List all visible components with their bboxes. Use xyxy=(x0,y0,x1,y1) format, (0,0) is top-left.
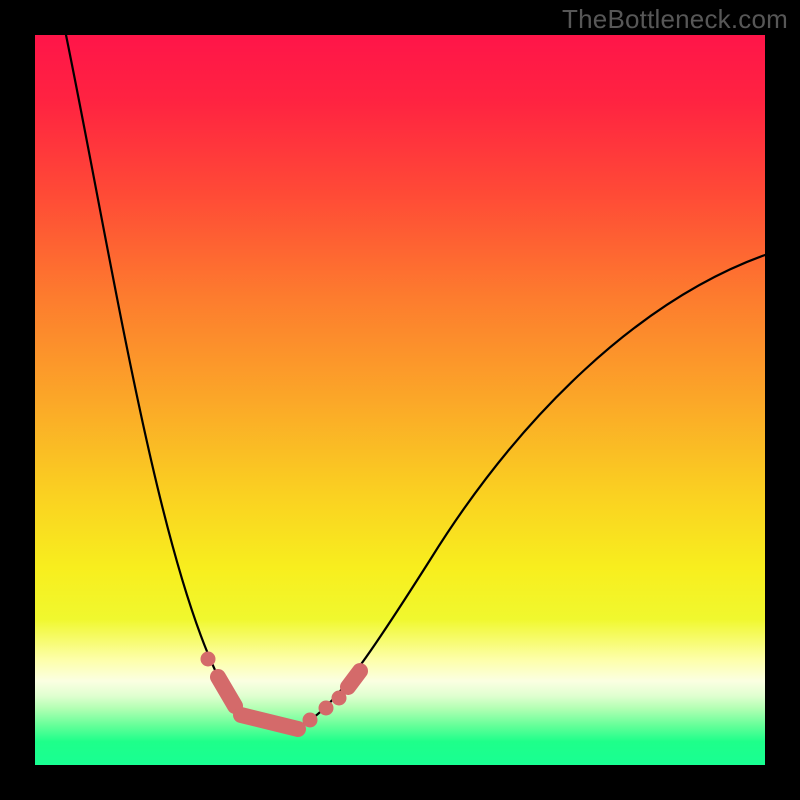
marker-dot-4 xyxy=(319,701,334,716)
plot-area xyxy=(35,35,765,765)
watermark-text: TheBottleneck.com xyxy=(562,4,788,35)
chart-root: { "watermark": { "text": "TheBottleneck.… xyxy=(0,0,800,800)
chart-svg xyxy=(0,0,800,800)
marker-dot-3 xyxy=(303,713,318,728)
marker-dot-0 xyxy=(201,652,216,667)
marker-pill-6 xyxy=(348,671,360,687)
